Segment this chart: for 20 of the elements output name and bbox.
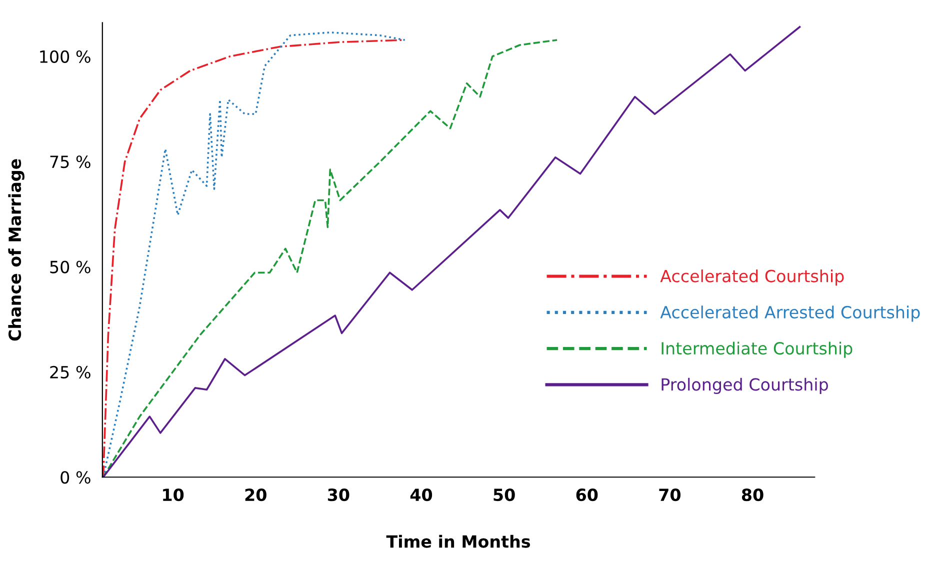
y-tick-label: 25 % [50,366,90,379]
x-tick-label: 40 [410,488,432,502]
x-tick-label: 20 [245,488,266,502]
text: Accelerated Arrested Courtship [660,306,920,322]
y-axis-title: Chance of Marriage [8,159,24,341]
line-series [102,39,558,478]
x-axis-title: Time in Months [386,534,530,548]
text: Prolonged Courtship [662,378,828,394]
y-tick-label: 0 % [60,471,90,484]
y-tick-label: 50 % [50,260,90,274]
x-tick-label: 60 [576,488,598,502]
text: Accelerated Courtship [660,269,844,286]
y-tick-label: 100 % [40,50,90,63]
y-tick-label: 75 % [50,156,90,168]
x-tick-label: 50 [494,488,515,502]
x-tick-label: 80 [742,488,764,502]
x-tick-label: 10 [163,488,184,502]
text: Intermediate Courtship [662,342,852,358]
x-tick-label: 70 [659,488,680,502]
x-tick-label: 30 [328,488,350,502]
